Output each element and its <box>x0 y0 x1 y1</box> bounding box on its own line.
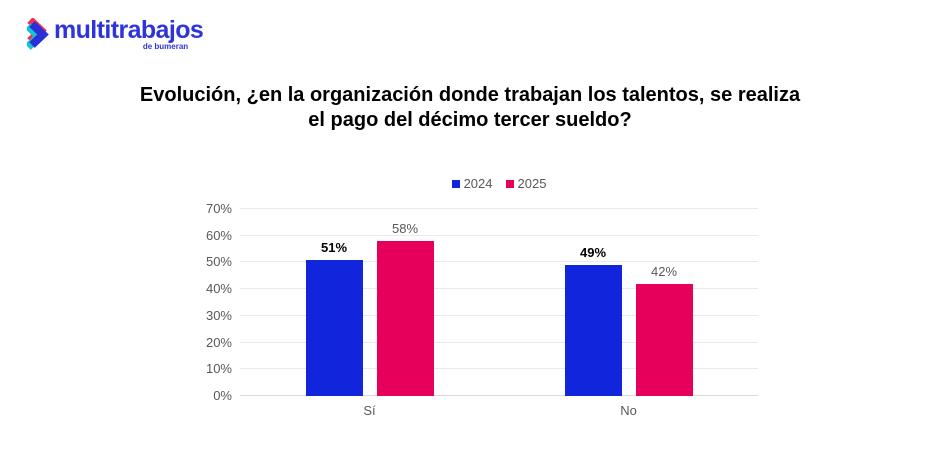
value-label-2025-no: 42% <box>650 263 678 279</box>
y-axis-tick-label-0%: 0% <box>213 388 232 403</box>
chart-title: Evolución, ¿en la organización donde tra… <box>0 83 940 133</box>
y-axis-tick-label-50%: 50% <box>205 254 232 270</box>
gridline-40% <box>240 288 758 290</box>
bar-2025-no: 42% <box>635 264 693 396</box>
value-label-2025-si: 58% <box>391 221 419 237</box>
bar-groups: 51% 58% 49% 42% <box>240 209 758 396</box>
logo-sub-text: de bumeran <box>142 42 189 51</box>
logo: multitrabajos de bumeran <box>27 15 204 51</box>
logo-brand-text: multitrabajos <box>54 16 204 44</box>
legend-item-2025: 2025 <box>505 176 547 191</box>
plot-area: 0% 10% 20% 30% 40% 50% 60% 70% 51% 58% 49% 42% Sí No <box>206 202 758 418</box>
x-axis-tick-label-si: Sí <box>363 403 376 418</box>
legend-label-2024: 2024 <box>463 176 493 191</box>
bar-group-no: 49% 42% <box>499 209 758 396</box>
chart-title-line2: el pago del décimo tercer sueldo? <box>308 109 632 131</box>
y-axis-tick-label-30%: 30% <box>205 307 232 323</box>
gridline-10% <box>240 368 758 370</box>
chart-title-line1: Evolución, ¿en la organización donde tra… <box>139 84 801 106</box>
gridline-70% <box>240 208 758 209</box>
x-axis-tick-label-no: No <box>620 403 637 418</box>
gridline-0% <box>240 395 758 396</box>
bar-2024-no: 49% <box>564 245 622 396</box>
chart-legend: 2024 2025 <box>240 176 758 191</box>
bar-2025-si: 58% <box>376 221 434 396</box>
y-axis-tick-label-70%: 70% <box>205 201 232 216</box>
y-axis-tick-label-40%: 40% <box>205 281 232 297</box>
legend-label-2025: 2025 <box>517 176 547 191</box>
legend-swatch-2025 <box>505 179 514 188</box>
gridline-30% <box>240 314 758 316</box>
logo-text: multitrabajos de bumeran <box>54 15 204 51</box>
gridline-20% <box>240 341 758 343</box>
bar-group-si: 51% 58% <box>240 209 499 396</box>
legend-swatch-2024 <box>451 179 460 188</box>
bar-2024-si: 51% <box>305 240 363 396</box>
y-axis-tick-label-60%: 60% <box>205 227 232 243</box>
legend-item-2024: 2024 <box>451 176 493 191</box>
gridline-60% <box>240 234 758 236</box>
gridline-50% <box>240 261 758 263</box>
x-axis-labels: Sí No <box>240 403 758 418</box>
y-axis-tick-label-10%: 10% <box>205 361 232 377</box>
logo-chevron-icon <box>27 18 49 50</box>
value-label-2024-si: 51% <box>320 239 348 255</box>
y-axis-tick-label-20%: 20% <box>205 334 232 350</box>
value-label-2024-no: 49% <box>579 245 607 261</box>
